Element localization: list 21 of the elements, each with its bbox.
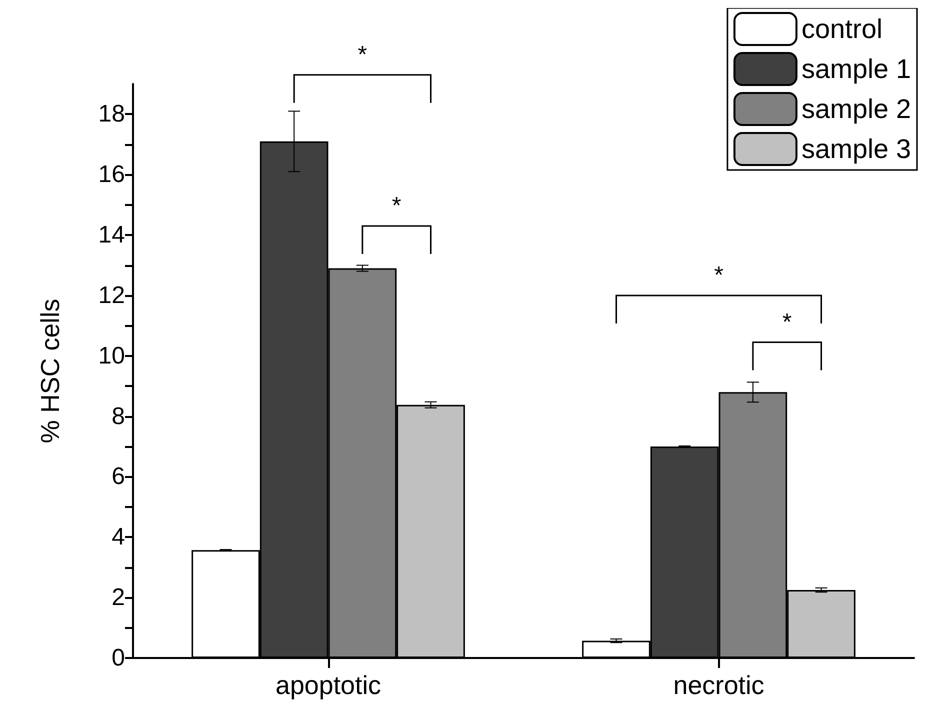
annotation: * bbox=[392, 192, 402, 220]
legend-label: control bbox=[801, 14, 882, 44]
x-tick-label: necrotic bbox=[673, 670, 764, 700]
legend-label: sample 3 bbox=[801, 134, 912, 164]
y-tick-label: 0 bbox=[112, 644, 125, 672]
y-tick-label: 12 bbox=[98, 282, 125, 309]
x-tick-label: apoptotic bbox=[275, 670, 382, 700]
y-tick-label: 18 bbox=[98, 100, 125, 128]
y-tick-label: 14 bbox=[98, 222, 125, 249]
y-tick-label: 6 bbox=[112, 463, 125, 490]
legend-label: sample 2 bbox=[801, 94, 912, 124]
y-tick-label: 4 bbox=[112, 524, 125, 551]
text: * bbox=[358, 41, 368, 68]
y-tick-label: 8 bbox=[112, 402, 125, 430]
annotation: * bbox=[782, 308, 792, 336]
y-tick-label: 10 bbox=[98, 342, 125, 370]
y-tick-label: 2 bbox=[112, 584, 125, 612]
legend-label: sample 1 bbox=[801, 54, 912, 84]
annotation: * bbox=[714, 262, 724, 289]
y-tick-label: 16 bbox=[98, 161, 125, 188]
y-axis-title: % HSC cells bbox=[35, 298, 65, 444]
